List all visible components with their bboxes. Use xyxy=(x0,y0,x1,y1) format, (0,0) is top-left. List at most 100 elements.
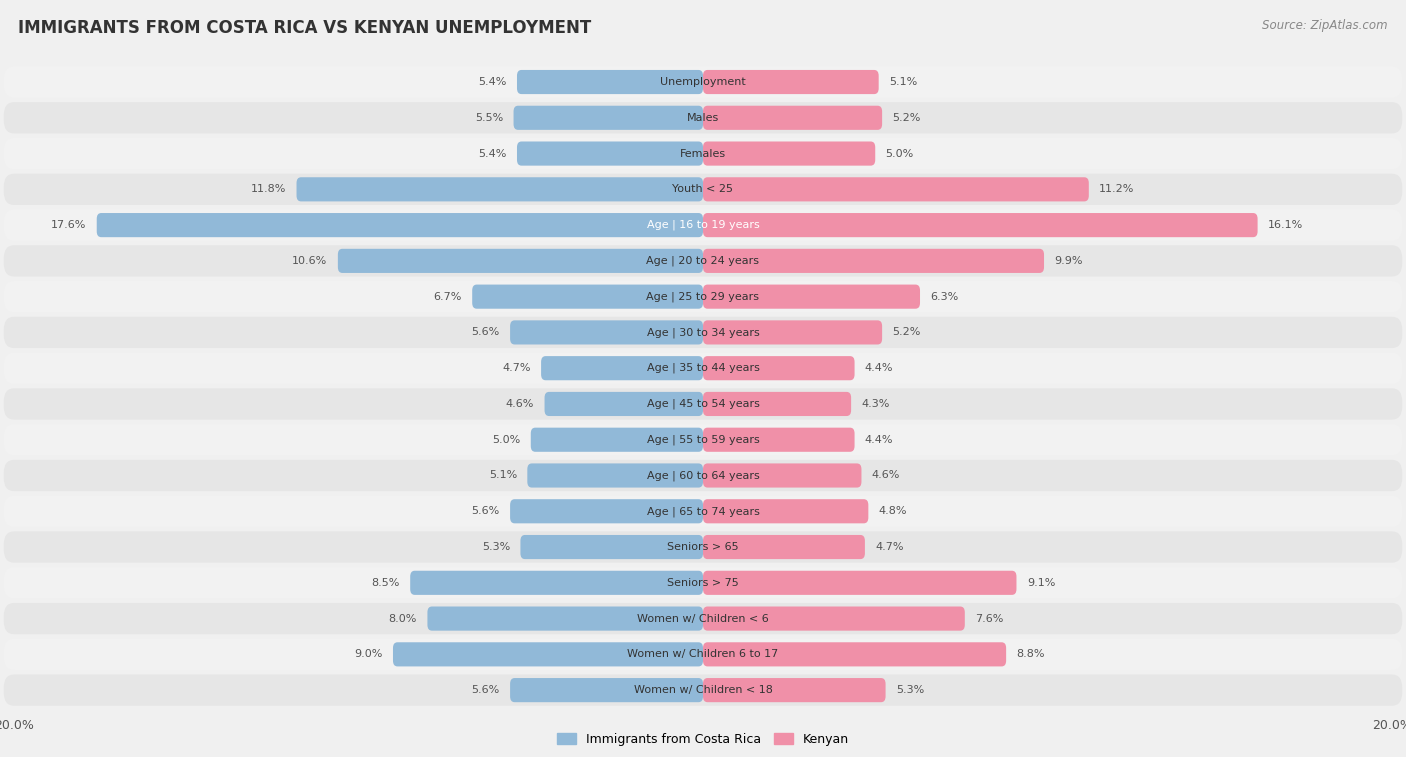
Text: Women w/ Children < 6: Women w/ Children < 6 xyxy=(637,614,769,624)
Text: 5.1%: 5.1% xyxy=(489,471,517,481)
Text: Age | 65 to 74 years: Age | 65 to 74 years xyxy=(647,506,759,516)
Text: Source: ZipAtlas.com: Source: ZipAtlas.com xyxy=(1263,19,1388,32)
Text: Age | 25 to 29 years: Age | 25 to 29 years xyxy=(647,291,759,302)
FancyBboxPatch shape xyxy=(703,463,862,488)
FancyBboxPatch shape xyxy=(517,142,703,166)
FancyBboxPatch shape xyxy=(4,353,1402,384)
Text: 4.6%: 4.6% xyxy=(872,471,900,481)
Text: Age | 16 to 19 years: Age | 16 to 19 years xyxy=(647,220,759,230)
Text: Youth < 25: Youth < 25 xyxy=(672,185,734,195)
FancyBboxPatch shape xyxy=(4,173,1402,205)
FancyBboxPatch shape xyxy=(527,463,703,488)
Text: 5.0%: 5.0% xyxy=(886,148,914,158)
FancyBboxPatch shape xyxy=(4,138,1402,170)
Text: 5.1%: 5.1% xyxy=(889,77,917,87)
FancyBboxPatch shape xyxy=(703,678,886,702)
Text: 11.2%: 11.2% xyxy=(1099,185,1135,195)
FancyBboxPatch shape xyxy=(337,249,703,273)
FancyBboxPatch shape xyxy=(703,249,1045,273)
FancyBboxPatch shape xyxy=(703,535,865,559)
FancyBboxPatch shape xyxy=(4,210,1402,241)
Text: 5.5%: 5.5% xyxy=(475,113,503,123)
FancyBboxPatch shape xyxy=(703,642,1007,666)
FancyBboxPatch shape xyxy=(703,213,1257,237)
FancyBboxPatch shape xyxy=(520,535,703,559)
Text: 5.0%: 5.0% xyxy=(492,435,520,444)
FancyBboxPatch shape xyxy=(703,320,882,344)
FancyBboxPatch shape xyxy=(4,424,1402,456)
FancyBboxPatch shape xyxy=(4,388,1402,419)
FancyBboxPatch shape xyxy=(4,102,1402,133)
Text: 8.0%: 8.0% xyxy=(388,614,418,624)
FancyBboxPatch shape xyxy=(4,603,1402,634)
FancyBboxPatch shape xyxy=(4,316,1402,348)
Text: Age | 45 to 54 years: Age | 45 to 54 years xyxy=(647,399,759,410)
Text: 4.4%: 4.4% xyxy=(865,435,893,444)
Text: 8.8%: 8.8% xyxy=(1017,650,1045,659)
Text: 9.9%: 9.9% xyxy=(1054,256,1083,266)
Text: Age | 55 to 59 years: Age | 55 to 59 years xyxy=(647,435,759,445)
FancyBboxPatch shape xyxy=(703,285,920,309)
Text: Age | 35 to 44 years: Age | 35 to 44 years xyxy=(647,363,759,373)
Text: 9.0%: 9.0% xyxy=(354,650,382,659)
FancyBboxPatch shape xyxy=(4,674,1402,706)
FancyBboxPatch shape xyxy=(703,606,965,631)
Text: 4.6%: 4.6% xyxy=(506,399,534,409)
FancyBboxPatch shape xyxy=(297,177,703,201)
Text: Age | 30 to 34 years: Age | 30 to 34 years xyxy=(647,327,759,338)
Text: Unemployment: Unemployment xyxy=(661,77,745,87)
Text: 10.6%: 10.6% xyxy=(292,256,328,266)
FancyBboxPatch shape xyxy=(472,285,703,309)
Text: 5.4%: 5.4% xyxy=(478,77,506,87)
FancyBboxPatch shape xyxy=(4,245,1402,276)
Text: 5.3%: 5.3% xyxy=(896,685,924,695)
Text: 4.7%: 4.7% xyxy=(875,542,904,552)
Text: 4.8%: 4.8% xyxy=(879,506,907,516)
FancyBboxPatch shape xyxy=(4,496,1402,527)
FancyBboxPatch shape xyxy=(4,639,1402,670)
FancyBboxPatch shape xyxy=(4,567,1402,599)
Text: 5.4%: 5.4% xyxy=(478,148,506,158)
FancyBboxPatch shape xyxy=(541,356,703,380)
FancyBboxPatch shape xyxy=(411,571,703,595)
Text: 16.1%: 16.1% xyxy=(1268,220,1303,230)
Text: IMMIGRANTS FROM COSTA RICA VS KENYAN UNEMPLOYMENT: IMMIGRANTS FROM COSTA RICA VS KENYAN UNE… xyxy=(18,19,592,37)
Text: Females: Females xyxy=(681,148,725,158)
Text: 5.3%: 5.3% xyxy=(482,542,510,552)
Text: 9.1%: 9.1% xyxy=(1026,578,1054,587)
FancyBboxPatch shape xyxy=(544,392,703,416)
FancyBboxPatch shape xyxy=(517,70,703,94)
FancyBboxPatch shape xyxy=(703,142,875,166)
Text: 7.6%: 7.6% xyxy=(976,614,1004,624)
FancyBboxPatch shape xyxy=(531,428,703,452)
FancyBboxPatch shape xyxy=(703,356,855,380)
FancyBboxPatch shape xyxy=(703,70,879,94)
Text: Males: Males xyxy=(688,113,718,123)
FancyBboxPatch shape xyxy=(703,571,1017,595)
Text: 6.3%: 6.3% xyxy=(931,291,959,301)
Text: 17.6%: 17.6% xyxy=(51,220,86,230)
Text: 4.4%: 4.4% xyxy=(865,363,893,373)
FancyBboxPatch shape xyxy=(703,499,869,523)
FancyBboxPatch shape xyxy=(4,459,1402,491)
FancyBboxPatch shape xyxy=(703,177,1088,201)
FancyBboxPatch shape xyxy=(427,606,703,631)
Legend: Immigrants from Costa Rica, Kenyan: Immigrants from Costa Rica, Kenyan xyxy=(553,728,853,751)
FancyBboxPatch shape xyxy=(510,320,703,344)
Text: 4.3%: 4.3% xyxy=(862,399,890,409)
FancyBboxPatch shape xyxy=(703,428,855,452)
Text: Age | 20 to 24 years: Age | 20 to 24 years xyxy=(647,256,759,266)
Text: Women w/ Children < 18: Women w/ Children < 18 xyxy=(634,685,772,695)
Text: Seniors > 65: Seniors > 65 xyxy=(668,542,738,552)
Text: 4.7%: 4.7% xyxy=(502,363,531,373)
FancyBboxPatch shape xyxy=(510,499,703,523)
FancyBboxPatch shape xyxy=(703,392,851,416)
Text: 5.2%: 5.2% xyxy=(893,328,921,338)
Text: 5.6%: 5.6% xyxy=(471,506,499,516)
Text: Age | 60 to 64 years: Age | 60 to 64 years xyxy=(647,470,759,481)
FancyBboxPatch shape xyxy=(4,67,1402,98)
FancyBboxPatch shape xyxy=(4,281,1402,313)
Text: 8.5%: 8.5% xyxy=(371,578,399,587)
FancyBboxPatch shape xyxy=(392,642,703,666)
Text: Women w/ Children 6 to 17: Women w/ Children 6 to 17 xyxy=(627,650,779,659)
